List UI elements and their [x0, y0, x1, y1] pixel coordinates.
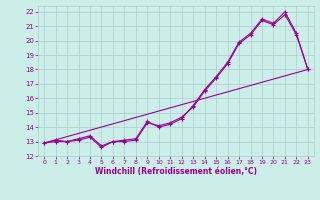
X-axis label: Windchill (Refroidissement éolien,°C): Windchill (Refroidissement éolien,°C)	[95, 167, 257, 176]
